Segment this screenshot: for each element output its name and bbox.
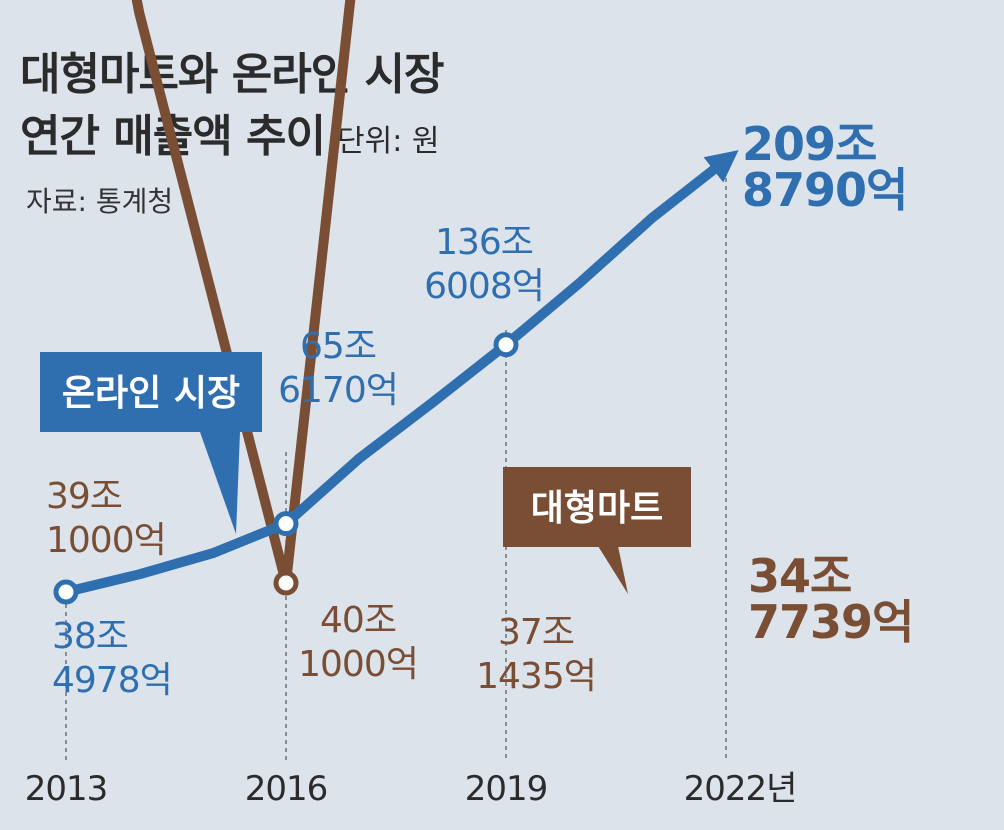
mart-label-2016-line-1: 40조 xyxy=(320,600,396,641)
x-tick-label-2019: 2019 xyxy=(465,769,548,809)
legend-label-online: 온라인 시장 xyxy=(62,373,240,414)
mart-label-2016: 40조 1000억 xyxy=(298,600,418,685)
mart-label-2013: 39조 1000억 xyxy=(46,476,166,561)
online-label-2013-line-1: 38조 xyxy=(52,616,128,657)
mart-label-2019-line-2: 1435억 xyxy=(476,656,596,697)
online-label-2019: 136조 6008억 xyxy=(424,222,544,307)
online-label-2016-line-2: 6170억 xyxy=(278,370,398,411)
online-label-2013-line-2: 4978억 xyxy=(52,660,172,701)
online-point-2016 xyxy=(273,511,299,537)
guide-lines xyxy=(65,170,727,760)
legend-label-mart: 대형마트 xyxy=(531,488,663,529)
source-label: 자료: 통계청 xyxy=(26,185,174,218)
online-label-2019-line-2: 6008억 xyxy=(424,266,544,307)
x-axis-ticks: 2013 2016 2019 2022년 xyxy=(25,769,798,809)
mart-point-2016 xyxy=(273,570,299,596)
online-label-2016-line-1: 65조 xyxy=(300,326,376,367)
x-tick-label-2013: 2013 xyxy=(25,769,108,809)
mart-label-2019: 37조 1435억 xyxy=(476,612,596,697)
mart-label-2016-line-2: 1000억 xyxy=(298,644,418,685)
x-tick-label-2016: 2016 xyxy=(245,769,328,809)
mart-label-2013-line-1: 39조 xyxy=(46,476,122,517)
online-label-2022: 209조 8790억 xyxy=(742,117,907,217)
online-callout-box xyxy=(40,352,262,432)
series-lines xyxy=(64,0,739,597)
online-point-2019 xyxy=(493,332,519,358)
mart-label-2022-line-1: 34조 xyxy=(748,549,851,603)
online-label-2019-line-1: 136조 xyxy=(435,222,533,263)
online-label-2013: 38조 4978억 xyxy=(52,616,172,701)
online-label-2016: 65조 6170억 xyxy=(278,326,398,411)
series-line-mart xyxy=(131,0,356,588)
point-markers xyxy=(53,332,519,605)
mart-label-2022: 34조 7739억 xyxy=(748,549,913,649)
unit-label: 단위: 원 xyxy=(337,124,440,159)
mart-label-2022-line-2: 7739억 xyxy=(748,595,913,649)
series-line-online xyxy=(64,150,739,597)
mart-label-2013-line-2: 1000억 xyxy=(46,520,166,561)
mart-callout-box xyxy=(503,467,691,547)
online-callout-pointer xyxy=(200,432,240,534)
x-tick-label-2022: 2022년 xyxy=(684,769,797,809)
mart-callout-pointer xyxy=(598,546,628,594)
mart-label-2019-line-1: 37조 xyxy=(498,612,574,653)
chart-title: 대형마트와 온라인 시장 xyxy=(20,49,444,100)
online-label-2022-line-1: 209조 xyxy=(742,117,876,171)
online-label-2022-line-2: 8790억 xyxy=(742,163,907,217)
online-point-2013 xyxy=(53,579,79,605)
